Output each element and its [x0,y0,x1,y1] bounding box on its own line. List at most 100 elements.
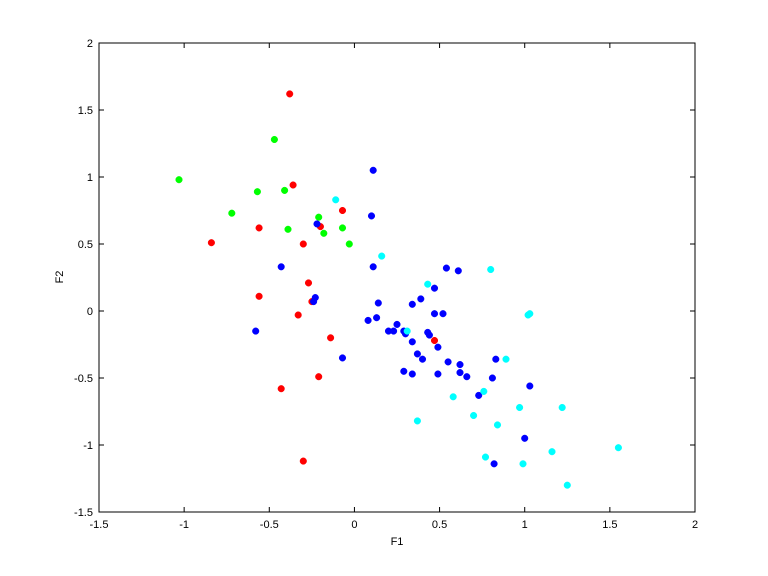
data-point [456,369,464,377]
data-point [521,434,529,442]
data-point [490,460,498,468]
data-point [487,265,495,274]
x-tick-label: -1 [179,519,189,531]
data-points [175,90,622,489]
data-point [255,292,263,300]
data-point [493,421,502,429]
data-point [327,334,335,342]
data-point [418,355,427,363]
x-axis-label: F1 [391,536,404,548]
data-point [430,284,439,292]
data-point [434,343,442,351]
x-tick-label: 0.5 [432,519,447,531]
data-point [281,186,289,194]
data-point [373,314,381,322]
data-point [439,310,447,318]
data-point [299,240,307,248]
data-point [253,188,261,196]
data-point [400,367,408,375]
data-point [374,299,382,307]
y-tick-label: 1.5 [78,105,93,117]
data-point [315,213,323,221]
data-point [614,444,622,452]
plot-background [99,43,695,512]
data-point [449,393,457,401]
data-point [430,310,439,318]
data-point [255,224,263,232]
axis-ticks [98,42,696,513]
data-point [548,448,556,456]
data-point [444,358,452,366]
data-point [270,135,278,144]
data-point [526,382,534,390]
x-tick-label: 2 [692,519,698,531]
data-point [558,403,566,412]
data-point [430,336,439,345]
data-point [425,331,433,339]
data-point [463,373,471,381]
data-point [338,224,347,232]
series-3 [332,196,622,489]
y-tick-label: -1.5 [74,507,93,519]
data-point [519,460,527,468]
plot-area [99,43,695,512]
data-point [284,225,292,233]
data-point [408,338,416,346]
y-tick-label: -1 [83,440,93,452]
data-point [563,481,571,489]
data-point [332,196,340,204]
series-0 [207,90,439,465]
data-point [294,311,302,319]
data-point [228,209,236,217]
data-point [403,327,411,335]
data-point [434,370,442,378]
data-point [277,385,285,393]
y-tick-label: 2 [87,38,93,50]
data-point [417,295,425,303]
y-tick-label: 1 [87,172,93,184]
data-point [369,263,377,271]
data-point [413,350,421,358]
data-point [320,229,328,237]
data-point [304,279,313,287]
data-point [408,370,416,378]
data-point [367,212,376,220]
data-point [390,327,398,335]
x-tick-label: 0 [351,519,357,531]
data-point [442,264,450,272]
data-point [413,417,421,425]
y-axis-label: F2 [54,271,66,284]
y-tick-label: 0 [87,306,93,318]
data-point [526,310,534,318]
x-tick-label: 1.5 [602,519,617,531]
data-point [207,239,215,247]
data-point [488,374,496,382]
data-point [470,411,478,420]
data-point [502,355,510,363]
data-point [299,457,307,465]
data-point [175,176,183,184]
data-point [492,355,500,363]
x-tick-label: 1 [522,519,528,531]
data-point [338,354,347,362]
data-point [393,320,401,328]
data-point [313,220,321,228]
data-point [315,373,323,381]
axes-box [98,42,696,513]
data-point [369,166,377,174]
data-point [286,90,294,98]
data-point [289,181,297,189]
data-point [408,300,416,308]
axes-frame [98,42,696,513]
x-tick-label: -1.5 [90,519,109,531]
data-point [277,263,285,271]
data-point [454,267,462,275]
y-tick-label: 0.5 [78,239,93,251]
data-point [475,391,483,399]
data-point [252,327,260,335]
data-point [516,403,524,412]
data-point [424,280,432,288]
tick-labels: -1.5 -1 -0.5 0 0.5 1 1.5 2 -1.5 -1 -0.5 0 0.5 1 1.5 2 [74,38,698,531]
